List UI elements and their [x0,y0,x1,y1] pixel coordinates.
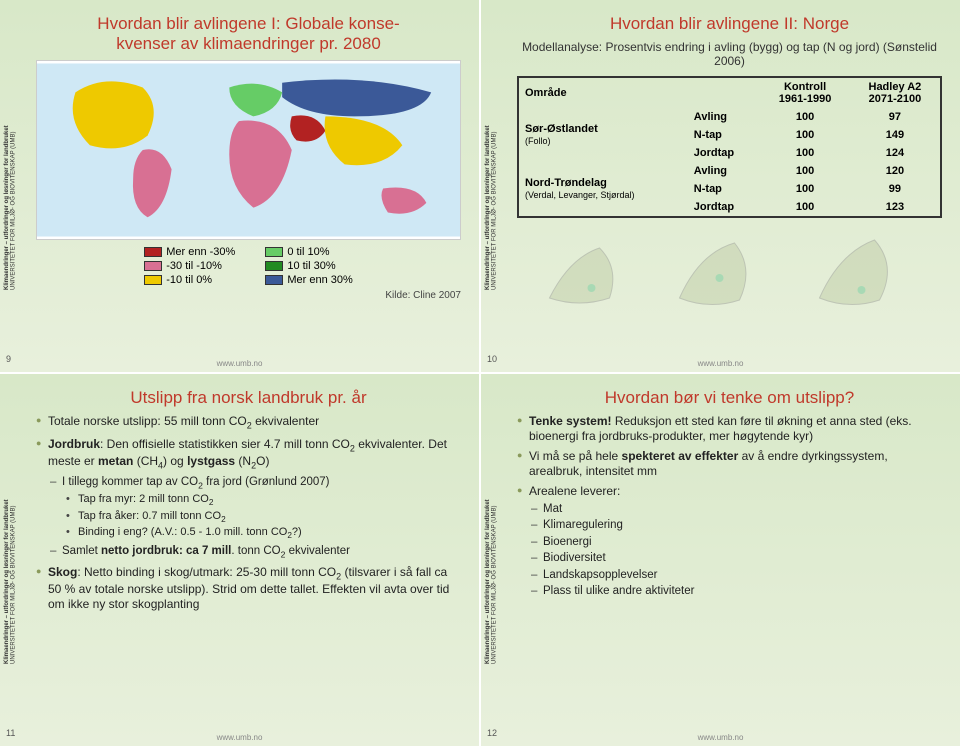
slide9-title: Hvordan blir avlingene I: Globale konse-… [36,14,461,54]
footer-url: www.umb.no [217,733,263,742]
bullet-system: Tenke system! Reduksjon ett sted kan før… [517,414,942,444]
legend-item: Mer enn 30% [265,274,352,286]
slide12-title: Hvordan bør vi tenke om utslipp? [517,388,942,408]
bullet-areal: Arealene leverer: MatKlimareguleringBioe… [517,484,942,598]
model-table: Område Kontroll1961-1990 Hadley A22071-2… [517,76,942,218]
slide-12: Klimaendringer – utfordringer og løsning… [481,374,960,746]
footer-url: www.umb.no [698,359,744,368]
bullet-total: Totale norske utslipp: 55 mill tonn CO2 … [36,414,461,432]
slide-number: 11 [6,728,15,738]
list-item: Landskapsopplevelser [529,568,942,582]
slide-9: Klimaendringer – utfordringer og løsning… [0,0,479,372]
slide10-subtitle: Modellanalyse: Prosentvis endring i avli… [517,40,942,68]
legend-item: 0 til 10% [265,246,352,258]
source-text: Kilde: Cline 2007 [36,290,461,301]
list-item: Bioenergi [529,535,942,549]
legend-item: -30 til -10% [144,260,235,272]
slide-10: Klimaendringer – utfordringer og løsning… [481,0,960,372]
footer-url: www.umb.no [698,733,744,742]
world-map [36,60,461,240]
legend-item: Mer enn -30% [144,246,235,258]
slide11-title: Utslipp fra norsk landbruk pr. år [36,388,461,408]
sidebar-label: Klimaendringer – utfordringer og løsning… [4,384,17,664]
slide-number: 9 [6,354,11,364]
slide-number: 10 [487,354,497,364]
list-item: Klimaregulering [529,518,942,532]
legend-item: -10 til 0% [144,274,235,286]
slide10-title: Hvordan blir avlingene II: Norge [517,14,942,34]
list-item: Biodiversitet [529,551,942,565]
slide-11: Klimaendringer – utfordringer og løsning… [0,374,479,746]
slide12-bullets: Tenke system! Reduksjon ett sted kan før… [517,414,942,598]
table-row: Sør-Østlandet(Follo)Avling10097 [518,108,941,126]
legend-item: 10 til 30% [265,260,352,272]
slide11-bullets: Totale norske utslipp: 55 mill tonn CO2 … [36,414,461,612]
sidebar-label: Klimaendringer – utfordringer og løsning… [4,10,17,290]
map-legend: Mer enn -30% -30 til -10% -10 til 0% 0 til… [36,246,461,286]
bullet-skog: Skog: Netto binding i skog/utmark: 25-30… [36,565,461,613]
sidebar-label: Klimaendringer – utfordringer og løsning… [485,10,498,290]
norway-map [517,228,942,318]
bullet-jordbruk: Jordbruk: Den offisielle statistikken si… [36,437,461,560]
list-item: Mat [529,502,942,516]
sidebar-label: Klimaendringer – utfordringer og løsning… [485,384,498,664]
footer-url: www.umb.no [217,359,263,368]
bullet-spekteret: Vi må se på hele spekteret av effekter a… [517,449,942,479]
slide-number: 12 [487,728,497,738]
table-row: Nord-Trøndelag(Verdal, Levanger, Stjørda… [518,162,941,180]
list-item: Plass til ulike andre aktiviteter [529,584,942,598]
